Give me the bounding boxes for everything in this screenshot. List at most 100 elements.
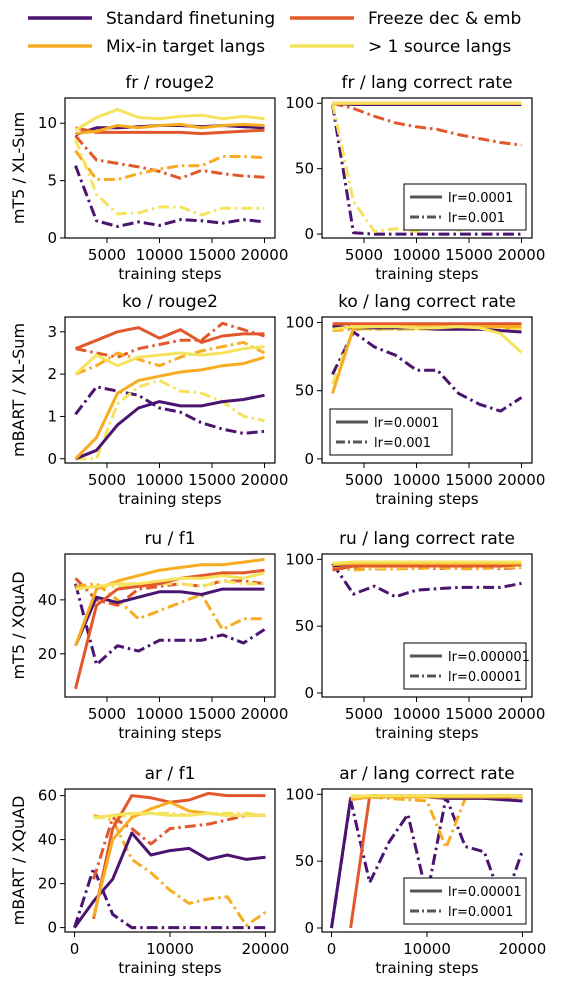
series-line [74,345,265,376]
panel-title: ar / lang correct rate [339,764,515,784]
x-tick-label: 5000 [88,705,126,723]
x-tick-label: 20000 [498,246,546,264]
series-group [74,557,266,690]
series-group [331,322,523,413]
panel-title: ar / f1 [145,764,196,784]
series-line [93,813,267,927]
series-line [331,327,522,385]
series-group [73,791,267,930]
series-line [332,563,522,572]
series-line [350,794,523,799]
y-tick-label: 3 [47,323,57,341]
y-tick-label: 0 [304,225,314,243]
x-tick-label: 10000 [146,940,194,958]
lr-legend: lr=0.000001 lr=0.00001 [403,642,530,690]
x-axis-label: training steps [375,490,478,508]
legend-label: Freeze dec & emb [368,9,521,29]
y-tick-label: 50 [295,382,314,400]
y-tick-label: 50 [295,160,314,178]
x-tick-label: 5000 [88,471,126,489]
x-tick-label: 5000 [88,246,126,264]
x-tick-label: 0 [70,940,80,958]
y-tick-label: 40 [38,591,57,609]
series-group [330,794,524,929]
series-line [74,149,265,181]
y-tick-label: 2 [47,365,57,383]
x-tick-label: 5000 [345,705,383,723]
y-axis-label: mT5 / XQuAD [9,571,28,679]
series-line [330,795,524,929]
plot-frame [321,97,533,239]
series-line [73,831,266,929]
series-line [332,325,523,354]
series-line [331,325,522,394]
x-tick-label: 15000 [188,471,236,489]
lr-legend-frame [403,183,527,231]
y-tick-label: 50 [295,617,314,635]
series-line [74,385,265,435]
series-line [75,122,265,136]
x-tick-label: 20000 [242,940,290,958]
x-axis-label: training steps [375,265,478,283]
lr-legend-frame [329,408,453,456]
legend-label: > 1 source langs [368,37,511,57]
lr-legend-frame [403,642,527,690]
y-tick-label: 0 [47,919,57,937]
x-axis-label: training steps [118,490,221,508]
x-tick-label: 10000 [136,471,184,489]
chart-panel: fr / lang correct rate 5000 10000 15000 2000… [285,73,545,283]
x-tick-label: 20000 [498,471,546,489]
chart-panel: ar / f1 mBART / XQuAD 0 10000 20000 0 20 40 60 tr… [9,764,289,977]
panel-title: ko / rouge2 [122,292,218,312]
series-line [74,393,265,461]
plot-frame [321,553,533,698]
legend-label: Standard finetuning [106,9,275,29]
series-line [331,104,522,236]
x-tick-label: 10000 [393,246,441,264]
series-line [331,562,522,599]
y-tick-label: 50 [295,852,314,870]
lr-legend-label: lr=0.0001 [374,416,439,431]
panel-title: fr / rouge2 [125,73,214,93]
plot-frame [64,553,276,698]
y-tick-label: 40 [38,831,57,849]
x-tick-label: 5000 [345,246,383,264]
y-tick-label: 20 [38,875,57,893]
y-tick-label: 100 [285,313,314,331]
x-tick-label: 10000 [393,705,441,723]
chart-panel: ko / lang correct rate 5000 10000 15000 2000… [285,292,545,508]
y-tick-label: 10 [38,114,57,132]
chart-panel: ru / f1 mT5 / XQuAD 5000 10000 15000 20000 20 4… [9,529,288,742]
lr-legend-label: lr=0.001 [374,436,431,451]
x-axis-label: training steps [118,265,221,283]
y-tick-label: 60 [38,787,57,805]
y-tick-label: 1 [47,407,57,425]
x-tick-label: 10000 [136,705,184,723]
lr-legend-label: lr=0.0001 [448,905,513,920]
y-tick-label: 100 [285,94,314,112]
lr-legend-label: lr=0.0001 [448,191,513,206]
y-tick-label: 0 [304,450,314,468]
lr-legend: lr=0.00001 lr=0.0001 [403,877,527,925]
series-group [74,321,266,461]
panel-title: ko / lang correct rate [338,292,516,312]
panel-title: ru / f1 [144,529,195,549]
x-tick-label: 15000 [445,246,493,264]
series-line [74,587,265,647]
series-group [331,101,522,236]
y-tick-label: 100 [285,550,314,568]
series-group [331,560,522,599]
series-line [74,138,265,217]
series-line [75,321,265,359]
x-tick-label: 0 [327,940,337,958]
series-line [331,330,523,413]
chart-panel: ko / rouge2 mBART / XL-Sum 5000 10000 15000 2… [9,292,288,508]
panel-title: ru / lang correct rate [339,529,515,549]
lr-legend-label: lr=0.00001 [448,885,522,900]
series-line [93,811,266,820]
series-line [332,101,522,147]
series-line [75,571,265,591]
plot-frame [321,316,533,464]
plot-frame [64,316,276,464]
